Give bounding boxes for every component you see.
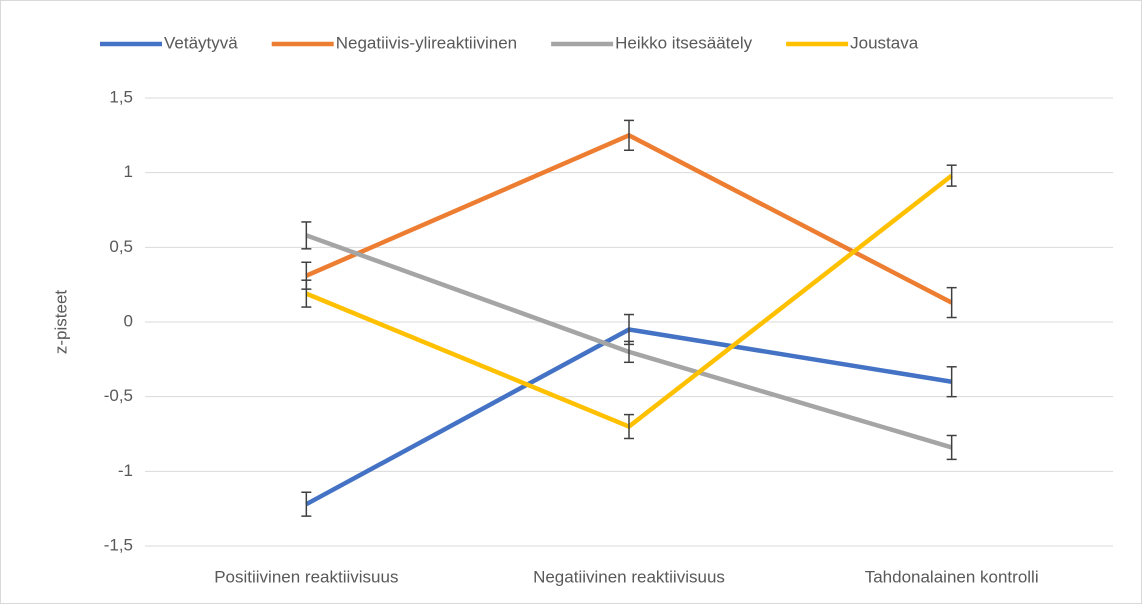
y-tick-label: -1,5	[104, 535, 133, 554]
error-bar	[301, 221, 312, 250]
error-bar	[301, 491, 312, 517]
legend-label: Negatiivis-ylireaktiivinen	[336, 33, 517, 52]
error-bar	[946, 286, 957, 319]
error-bar	[946, 366, 957, 398]
y-tick-label: 1	[124, 162, 133, 181]
legend-label: Heikko itsesäätely	[615, 33, 753, 52]
y-tick-label: 0,5	[109, 237, 133, 256]
error-bar	[301, 279, 312, 308]
y-tick-label: -0,5	[104, 386, 133, 405]
error-bar	[946, 434, 957, 461]
y-axis-label: z-pisteet	[51, 290, 70, 355]
legend-label: Vetäytyvä	[164, 33, 238, 52]
error-bar	[624, 413, 634, 440]
x-tick-label: Positiivinen reaktiivisuus	[214, 567, 398, 586]
y-tick-label: 1,5	[109, 87, 133, 106]
x-tick-label: Tahdonalainen kontrolli	[865, 567, 1039, 586]
x-tick-label: Negatiivinen reaktiivisuus	[533, 567, 725, 586]
y-tick-label: 0	[124, 311, 133, 330]
error-bar	[624, 119, 634, 152]
error-bar	[946, 164, 957, 187]
legend-label: Joustava	[850, 33, 919, 52]
y-tick-label: -1	[118, 461, 133, 480]
error-bar	[624, 340, 634, 364]
